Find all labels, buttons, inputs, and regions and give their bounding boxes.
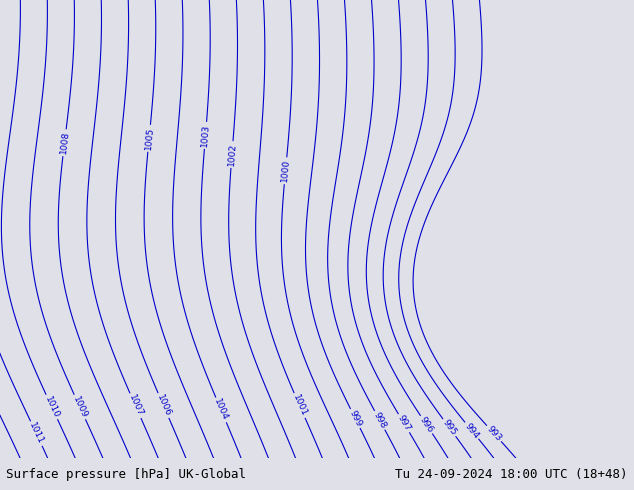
Text: 1005: 1005	[143, 126, 155, 150]
Text: 995: 995	[441, 418, 458, 437]
Text: Surface pressure [hPa] UK-Global: Surface pressure [hPa] UK-Global	[6, 467, 247, 481]
Text: 1007: 1007	[127, 393, 144, 418]
Text: 993: 993	[485, 424, 503, 443]
Text: 998: 998	[372, 411, 388, 430]
Text: 999: 999	[347, 409, 363, 428]
Text: Tu 24-09-2024 18:00 UTC (18+48): Tu 24-09-2024 18:00 UTC (18+48)	[395, 467, 628, 481]
Text: 1001: 1001	[291, 393, 308, 418]
Text: 996: 996	[418, 415, 435, 434]
Text: 1011: 1011	[27, 421, 45, 446]
Text: 1002: 1002	[226, 143, 237, 166]
Text: 1010: 1010	[43, 394, 61, 419]
Text: 994: 994	[463, 421, 481, 440]
Text: 1006: 1006	[155, 393, 172, 418]
Text: 997: 997	[396, 414, 412, 433]
Text: 1008: 1008	[59, 131, 70, 155]
Text: 1004: 1004	[212, 398, 230, 422]
Text: 1000: 1000	[280, 159, 291, 183]
Text: 1003: 1003	[200, 123, 211, 147]
Text: 1009: 1009	[71, 394, 89, 419]
